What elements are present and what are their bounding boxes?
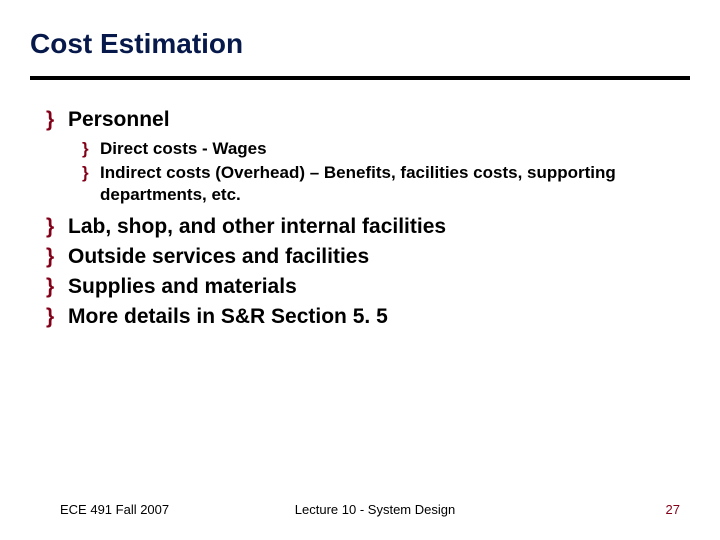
bullet-item: }Lab, shop, and other internal facilitie… bbox=[46, 215, 680, 239]
sub-bullet-item: }Indirect costs (Overhead) – Benefits, f… bbox=[82, 162, 680, 205]
footer-page-number: 27 bbox=[666, 502, 680, 517]
sub-list: }Direct costs - Wages}Indirect costs (Ov… bbox=[82, 138, 680, 205]
bullet-item: }More details in S&R Section 5. 5 bbox=[46, 305, 680, 329]
bullet-icon: } bbox=[46, 275, 68, 299]
bullet-icon: } bbox=[46, 108, 68, 132]
bullet-text: Outside services and facilities bbox=[68, 245, 369, 269]
bullet-icon: } bbox=[82, 162, 100, 183]
footer-center: Lecture 10 - System Design bbox=[60, 502, 690, 517]
slide: Cost Estimation }Personnel}Direct costs … bbox=[0, 0, 720, 540]
slide-title: Cost Estimation bbox=[30, 28, 243, 60]
sub-bullet-item: }Direct costs - Wages bbox=[82, 138, 680, 159]
bullet-text: More details in S&R Section 5. 5 bbox=[68, 305, 388, 329]
bullet-item: }Outside services and facilities bbox=[46, 245, 680, 269]
bullet-item: }Personnel bbox=[46, 108, 680, 132]
slide-body: }Personnel}Direct costs - Wages}Indirect… bbox=[46, 108, 680, 335]
sub-bullet-text: Indirect costs (Overhead) – Benefits, fa… bbox=[100, 162, 680, 205]
sub-bullet-text: Direct costs - Wages bbox=[100, 138, 267, 159]
bullet-icon: } bbox=[82, 138, 100, 159]
bullet-icon: } bbox=[46, 245, 68, 269]
bullet-icon: } bbox=[46, 215, 68, 239]
bullet-text: Personnel bbox=[68, 108, 170, 132]
bullet-item: }Supplies and materials bbox=[46, 275, 680, 299]
bullet-text: Supplies and materials bbox=[68, 275, 297, 299]
bullet-icon: } bbox=[46, 305, 68, 329]
title-rule bbox=[30, 76, 690, 80]
bullet-text: Lab, shop, and other internal facilities bbox=[68, 215, 446, 239]
